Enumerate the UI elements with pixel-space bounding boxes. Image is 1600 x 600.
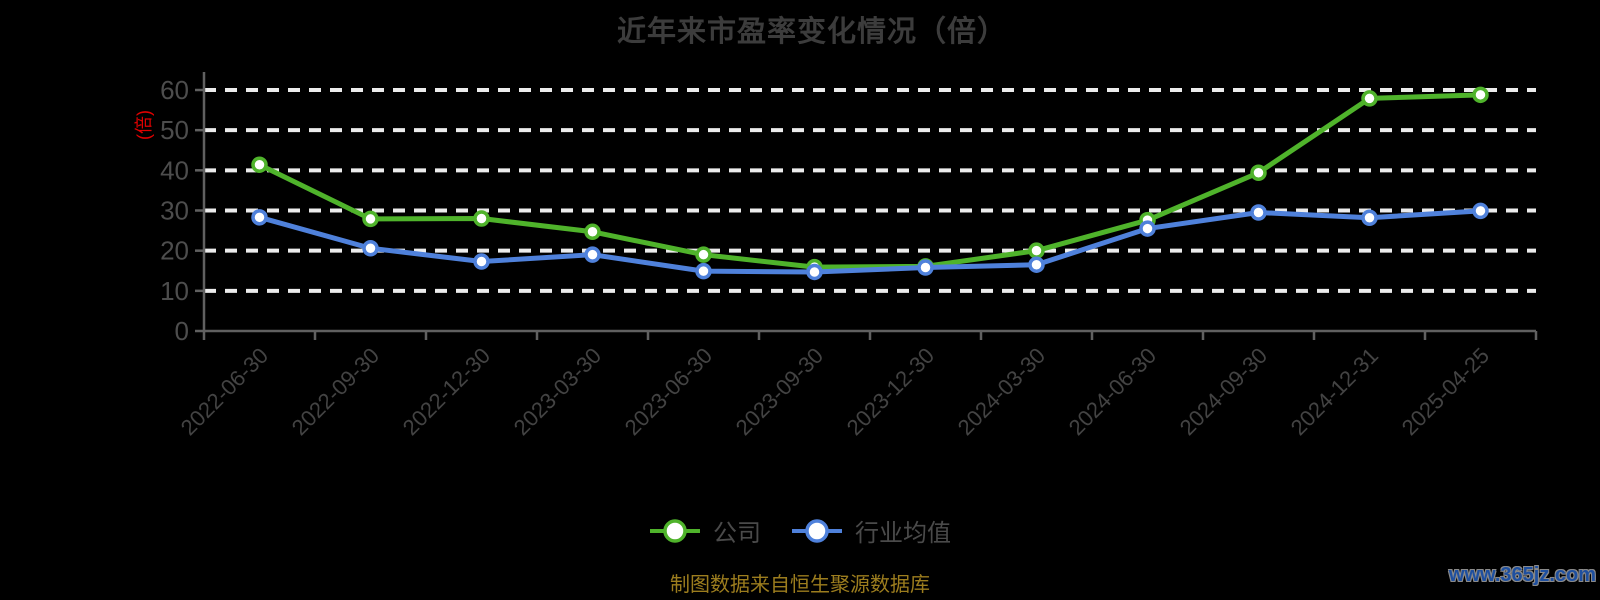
industry-average-point-2022-12-30 xyxy=(473,253,490,270)
y-axis-tick-label: 60 xyxy=(160,75,189,105)
industry-average-point-2023-06-30 xyxy=(695,262,712,280)
chart-title: 近年来市盈率变化情况（倍） xyxy=(616,16,1007,48)
y-axis-tick-label: 0 xyxy=(175,316,189,346)
company-point-2025-04-25 xyxy=(1472,86,1489,104)
company-point-2024-12-31 xyxy=(1361,90,1378,107)
industry-average-series-icon xyxy=(792,518,842,543)
company-series-icon xyxy=(650,518,700,543)
watermark: www.365jz.com xyxy=(1448,564,1596,586)
legend: 公司 行业均值 xyxy=(0,513,1600,548)
industry-average-point-2024-09-30 xyxy=(1250,204,1267,221)
legend-item-company[interactable]: 公司 xyxy=(649,513,761,548)
x-axis-label: 2024-03-30 xyxy=(953,343,1050,440)
x-axis-label: 2022-09-30 xyxy=(287,343,384,440)
industry-average-point-2022-09-30 xyxy=(362,240,379,257)
x-axis-label: 2023-06-30 xyxy=(620,343,717,440)
x-axis-label: 2022-06-30 xyxy=(176,343,273,440)
company-line xyxy=(258,92,1481,270)
company-point-2024-03-30 xyxy=(1028,242,1045,259)
company-point-2022-12-30 xyxy=(473,210,490,227)
industry-average-point-2022-06-30 xyxy=(251,209,268,226)
company-point-2022-06-30 xyxy=(251,156,268,173)
x-axis-label: 2024-12-31 xyxy=(1286,343,1383,440)
company-point-2022-09-30 xyxy=(362,210,379,228)
industry-average-point-2025-04-25 xyxy=(1472,202,1489,220)
y-axis-tick-label: 10 xyxy=(160,276,189,306)
legend-item-industry-average[interactable]: 行业均值 xyxy=(791,513,951,548)
x-axis-label: 2022-12-30 xyxy=(398,343,495,440)
industry-average-line xyxy=(258,208,1481,275)
company-point-2023-03-30 xyxy=(584,223,601,241)
company-point-2023-06-30 xyxy=(695,246,712,263)
y-axis-tick-label: 50 xyxy=(160,115,189,145)
company-point-2024-09-30 xyxy=(1250,164,1267,181)
y-axis-tick-label: 20 xyxy=(160,236,189,266)
industry-average-point-2023-09-30 xyxy=(806,263,823,281)
x-axis-label: 2025-04-25 xyxy=(1397,343,1494,440)
y-axis-tick-label: 30 xyxy=(160,196,189,226)
y-axis-tick-label: 40 xyxy=(160,155,189,185)
x-axis-label: 2023-03-30 xyxy=(509,343,606,440)
x-axis-label: 2023-09-30 xyxy=(731,343,828,440)
industry-average-point-2023-03-30 xyxy=(584,246,601,263)
x-axis-label: 2024-06-30 xyxy=(1064,343,1161,440)
x-axis-label: 2024-09-30 xyxy=(1175,343,1272,440)
industry-average-point-2024-12-31 xyxy=(1361,209,1378,226)
legend-label-industry-average: 行业均值 xyxy=(855,520,951,547)
legend-label-company: 公司 xyxy=(713,520,761,547)
industry-average-point-2024-03-30 xyxy=(1028,256,1045,273)
data-source-note: 制图数据来自恒生聚源数据库 xyxy=(670,574,930,596)
industry-average-point-2023-12-30 xyxy=(917,259,934,276)
x-axis-label: 2023-12-30 xyxy=(842,343,939,440)
industry-average-point-2024-06-30 xyxy=(1139,220,1156,237)
